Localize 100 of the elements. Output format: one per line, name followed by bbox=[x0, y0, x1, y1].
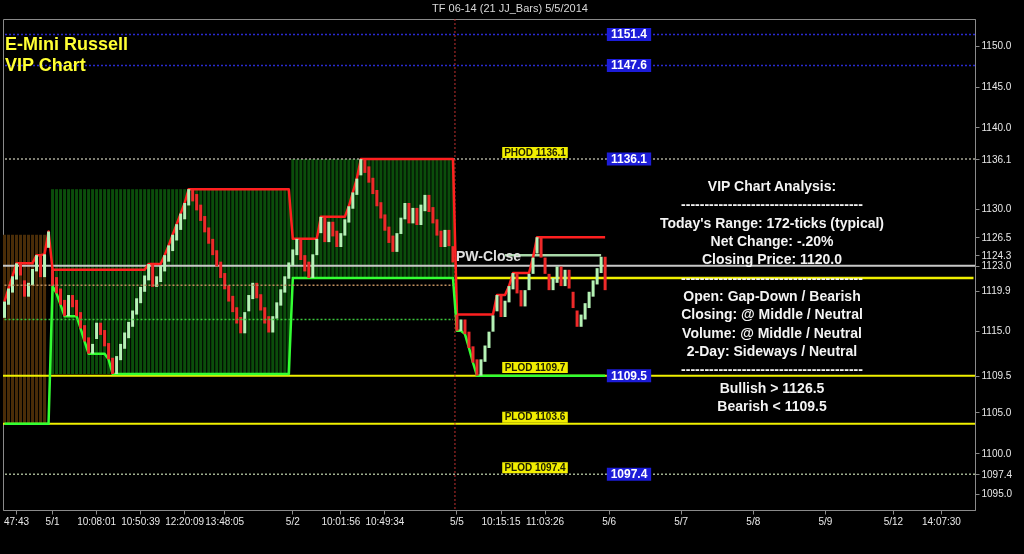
y-tick-label: 1095.0 bbox=[981, 488, 1013, 500]
candlestick bbox=[447, 229, 451, 247]
bar bbox=[27, 234, 31, 424]
x-tick-label: 5/2 bbox=[285, 515, 301, 527]
candlestick bbox=[543, 257, 547, 274]
y-tick-label: 1124.3 bbox=[981, 249, 1012, 261]
x-tick-label: 5/5 bbox=[450, 515, 465, 527]
y-tick-label: 1109.5 bbox=[981, 370, 1012, 382]
candlestick bbox=[539, 237, 543, 258]
annotation: --------------------------------------- bbox=[681, 361, 864, 378]
candlestick bbox=[531, 257, 535, 274]
ref-line-label: 1097.4 bbox=[610, 467, 648, 482]
y-tick-label: 1145.0 bbox=[981, 81, 1012, 93]
x-tick-label: 47:43 bbox=[4, 515, 30, 527]
ref-line-label: 1136.1 bbox=[610, 152, 648, 167]
candlestick bbox=[39, 255, 43, 278]
candlestick bbox=[23, 280, 27, 297]
bar bbox=[259, 189, 263, 375]
x-tick-label: 5/12 bbox=[883, 515, 904, 527]
bar bbox=[219, 189, 223, 375]
y-tick-label: 1119.9 bbox=[981, 285, 1012, 297]
candlestick bbox=[459, 319, 463, 331]
candlestick bbox=[567, 269, 571, 289]
candlestick bbox=[443, 229, 447, 247]
annotation: PLOD 1097.4 bbox=[504, 461, 566, 473]
x-tick-label: 5/9 bbox=[818, 515, 833, 527]
chart-title: TF 06-14 (21 JJ_Bars) 5/5/2014 bbox=[432, 1, 588, 14]
ref-line-label: 1147.6 bbox=[610, 58, 648, 73]
candlestick bbox=[47, 231, 51, 248]
candlestick bbox=[495, 295, 499, 312]
y-tick-label: 1115.0 bbox=[981, 325, 1012, 337]
y-tick-label: 1150.0 bbox=[981, 40, 1012, 52]
annotation: --------------------------------------- bbox=[681, 196, 864, 213]
x-tick-label: 13:48:05 bbox=[205, 515, 245, 527]
bar bbox=[239, 189, 243, 375]
candlestick bbox=[491, 315, 495, 332]
annotation: Bullish > 1126.5 bbox=[719, 379, 825, 396]
candlestick bbox=[243, 312, 247, 334]
bar bbox=[15, 234, 19, 424]
y-tick-label: 1140.0 bbox=[981, 121, 1012, 133]
x-tick-label: 12:20:09 bbox=[165, 515, 205, 527]
x-tick-label: 14:07:30 bbox=[922, 515, 962, 527]
line-series bbox=[3, 157, 607, 316]
candlestick bbox=[319, 216, 323, 234]
candlestick bbox=[95, 322, 99, 339]
candlestick bbox=[499, 295, 503, 318]
candlestick bbox=[571, 291, 575, 309]
bar bbox=[35, 234, 39, 424]
bar bbox=[23, 234, 27, 424]
annotation: PHOD 1136.1 bbox=[504, 146, 567, 158]
candlestick bbox=[527, 273, 531, 291]
x-tick-label: 11:03:26 bbox=[525, 515, 565, 527]
annotation: PLOD 1109.7 bbox=[504, 361, 566, 373]
x-tick-label: 5/8 bbox=[746, 515, 761, 527]
candlestick bbox=[451, 246, 455, 263]
candlestick bbox=[455, 314, 459, 331]
candlestick bbox=[359, 159, 363, 176]
y-tick-label: 1097.4 bbox=[981, 468, 1013, 480]
candlestick bbox=[151, 264, 155, 287]
candlestick bbox=[603, 256, 607, 291]
candlestick bbox=[43, 254, 47, 278]
annotation: Volume: @ Middle / Neutral bbox=[682, 324, 862, 341]
candlestick bbox=[327, 221, 331, 243]
candlestick bbox=[559, 266, 563, 287]
candlestick bbox=[91, 343, 95, 354]
y-tick-label: 1136.1 bbox=[981, 153, 1012, 165]
y-tick-label: 1123.0 bbox=[981, 260, 1012, 272]
candlestick bbox=[323, 216, 327, 243]
bar bbox=[19, 234, 23, 424]
candlestick bbox=[415, 207, 419, 226]
y-tick-label: 1105.0 bbox=[981, 406, 1012, 418]
annotation: 2-Day: Sideways / Neutral bbox=[686, 342, 858, 359]
candlestick bbox=[411, 207, 415, 224]
text: E-Mini Russell VIP Chart bbox=[5, 34, 129, 75]
annotation: VIP Chart Analysis: bbox=[707, 178, 837, 194]
annotation: Closing: @ Middle / Neutral bbox=[681, 306, 863, 323]
ref-line-label: 1151.4 bbox=[610, 27, 648, 42]
ref-line-label: 1109.5 bbox=[610, 368, 648, 383]
annotation: Open: Gap-Down / Bearish bbox=[683, 287, 861, 304]
annotation: PW-Close bbox=[455, 247, 522, 264]
annotation: --------------------------------------- bbox=[681, 269, 864, 286]
y-tick-label: 1126.5 bbox=[981, 231, 1012, 243]
candlestick bbox=[523, 290, 527, 307]
candlestick bbox=[535, 237, 539, 254]
bar bbox=[155, 189, 159, 375]
annotation: Today's Range: 172-ticks (typical) bbox=[659, 214, 885, 231]
annotation: Net Change: -.20% bbox=[710, 232, 834, 249]
bar bbox=[279, 189, 283, 375]
x-tick-label: 10:01:56 bbox=[321, 515, 361, 527]
bar bbox=[211, 189, 215, 375]
x-tick-label: 5/1 bbox=[45, 515, 60, 527]
candlestick bbox=[19, 263, 23, 276]
x-tick-label: 10:50:39 bbox=[121, 515, 161, 527]
candlestick bbox=[575, 310, 579, 327]
x-tick-label: 5/6 bbox=[602, 515, 617, 527]
x-tick-label: 10:15:15 bbox=[481, 515, 521, 527]
candlestick bbox=[407, 203, 411, 224]
annotation: Bearish < 1109.5 bbox=[717, 397, 827, 414]
candlestick bbox=[563, 269, 567, 287]
annotation: PLOD 1103.6 bbox=[504, 411, 566, 423]
